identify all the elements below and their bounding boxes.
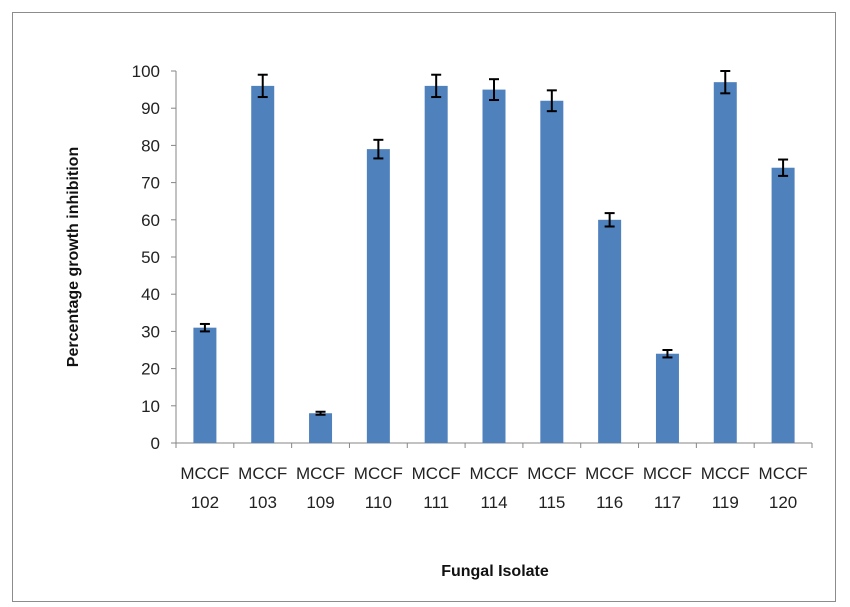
bar	[309, 413, 333, 443]
x-tick-label: 116	[596, 493, 623, 512]
x-tick-label: MCCF	[701, 464, 750, 483]
x-tick-label: MCCF	[180, 464, 229, 483]
error-bars	[199, 70, 789, 416]
x-tick-label: 114	[480, 493, 507, 512]
y-tick-label: 80	[141, 136, 160, 155]
y-tick-label: 100	[132, 62, 160, 81]
x-tick-label: 117	[654, 493, 681, 512]
x-tick-label: 120	[769, 493, 797, 512]
bar	[424, 85, 448, 443]
y-tick-label: 0	[151, 434, 160, 453]
x-tick-label: 102	[191, 493, 219, 512]
x-tick-label: 103	[249, 493, 277, 512]
x-ticks: MCCF 102 MCCF 103 MCCF 109 MCCF 110 MCCF 111 MCCF 1…	[175, 443, 813, 512]
x-tick-label: MCCF	[238, 464, 287, 483]
bar	[251, 85, 275, 443]
x-tick-label: MCCF	[759, 464, 808, 483]
x-tick-label: MCCF	[469, 464, 518, 483]
x-tick-label: MCCF	[585, 464, 634, 483]
error-bar	[778, 158, 789, 177]
bar	[655, 353, 679, 443]
bar	[771, 167, 795, 443]
x-tick-label: 111	[423, 493, 449, 512]
bars	[193, 82, 795, 443]
x-tick-label: MCCF	[296, 464, 345, 483]
x-tick-label: 110	[365, 493, 392, 512]
error-bar	[199, 322, 210, 333]
x-tick-label: MCCF	[527, 464, 576, 483]
error-bar	[662, 349, 673, 359]
bar	[193, 327, 217, 443]
y-tick-label: 30	[141, 322, 160, 341]
x-axis-title: Fungal Isolate	[441, 563, 549, 580]
error-bar	[720, 70, 731, 95]
bar	[598, 219, 622, 443]
bar	[713, 82, 737, 443]
y-axis-title: Percentage growth inhibition	[65, 147, 82, 367]
y-tick-label: 60	[141, 211, 160, 230]
error-bar	[604, 212, 615, 228]
y-tick-label: 10	[141, 397, 160, 416]
y-tick-label: 70	[141, 174, 160, 193]
error-bar	[373, 138, 384, 160]
y-ticks: 0 10 20 30 40 50 60 70 80 90 100	[132, 62, 176, 453]
bar	[482, 89, 506, 443]
error-bar	[546, 89, 557, 113]
x-tick-label: 109	[306, 493, 334, 512]
y-tick-label: 20	[141, 360, 160, 379]
y-tick-label: 50	[141, 248, 160, 267]
bar	[366, 149, 390, 443]
y-tick-label: 40	[141, 285, 160, 304]
x-tick-label: MCCF	[354, 464, 403, 483]
chart-frame	[12, 12, 836, 602]
error-bar	[431, 73, 442, 99]
x-tick-label: 119	[712, 493, 739, 512]
y-tick-label: 90	[141, 99, 160, 118]
error-bar	[489, 78, 499, 102]
x-tick-label: MCCF	[643, 464, 692, 483]
x-tick-label: MCCF	[412, 464, 461, 483]
bar	[540, 100, 564, 443]
x-tick-label: 115	[538, 493, 565, 512]
error-bar	[315, 410, 326, 416]
error-bar	[257, 73, 268, 99]
